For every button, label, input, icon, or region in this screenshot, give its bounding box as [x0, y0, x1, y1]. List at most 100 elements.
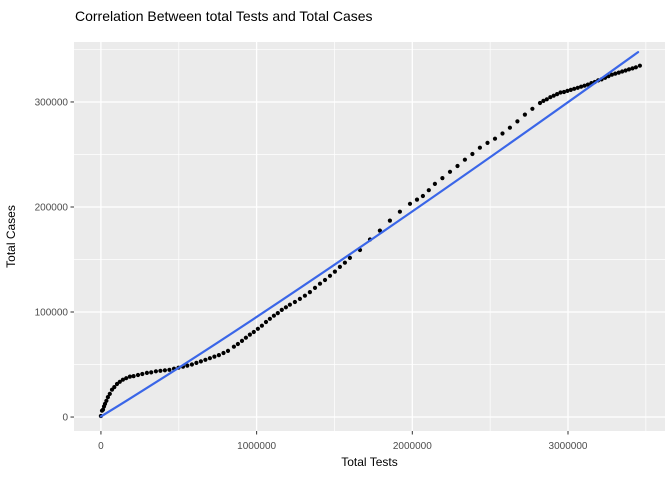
y-tick-label: 0 [62, 413, 68, 424]
data-point [263, 319, 269, 325]
data-point [327, 273, 333, 278]
data-point [239, 338, 245, 343]
data-point [140, 371, 145, 377]
data-point [271, 313, 276, 318]
data-point [492, 136, 498, 141]
data-point [432, 181, 437, 186]
data-point [100, 407, 106, 412]
panel-background [74, 42, 665, 431]
data-point [112, 385, 117, 390]
data-point [212, 354, 217, 359]
data-point [407, 201, 413, 206]
data-point [149, 370, 154, 375]
data-point [420, 193, 425, 199]
data-point [500, 131, 505, 136]
data-point [548, 95, 553, 100]
data-point [347, 255, 352, 260]
data-point [287, 302, 292, 307]
data-point [582, 83, 587, 88]
data-point [279, 307, 284, 312]
data-point [105, 395, 110, 400]
data-point [530, 106, 535, 111]
data-point [414, 197, 420, 202]
data-point [267, 316, 272, 321]
x-tick-label: 2000000 [393, 441, 432, 452]
data-point [207, 356, 212, 361]
data-point [585, 82, 591, 87]
data-point [613, 71, 618, 76]
data-point [561, 89, 567, 95]
data-point [158, 368, 163, 373]
data-point [455, 163, 460, 169]
data-point [104, 398, 109, 403]
plot-title: Correlation Between total Tests and Tota… [75, 8, 373, 24]
data-point [231, 344, 236, 349]
data-point [470, 151, 475, 157]
data-point [144, 370, 149, 375]
data-point [203, 357, 208, 362]
data-point [127, 374, 132, 379]
data-point [221, 350, 226, 356]
data-point [302, 293, 307, 298]
data-point [259, 323, 264, 328]
data-point [447, 169, 453, 174]
data-point [558, 90, 563, 95]
data-point [623, 68, 628, 73]
data-point [609, 72, 615, 77]
data-point [107, 391, 112, 396]
data-point [377, 228, 382, 233]
data-point [637, 63, 643, 68]
y-tick-label: 100000 [35, 308, 69, 319]
data-point [485, 140, 490, 145]
data-point [555, 92, 560, 97]
trend-line [99, 51, 640, 418]
data-point [620, 69, 625, 74]
data-point [579, 84, 584, 89]
data-point [568, 87, 573, 92]
data-point [167, 367, 172, 372]
data-point [537, 100, 543, 106]
data-point [575, 85, 580, 90]
data-point [462, 157, 467, 162]
data-point [626, 67, 632, 72]
data-point [522, 112, 528, 117]
x-tick-label: 1000000 [237, 441, 276, 452]
data-point [515, 119, 520, 124]
data-point [297, 296, 302, 301]
plot-panel: 0 1000000 2000000 3000000 0 100000 200000 30000… [35, 42, 665, 452]
data-point [322, 277, 328, 283]
data-point [544, 97, 549, 102]
data-point [216, 353, 221, 358]
data-point [630, 66, 635, 71]
data-point [120, 377, 125, 382]
data-point [440, 176, 445, 181]
x-axis-title: Total Tests [341, 455, 397, 469]
data-point [189, 362, 194, 367]
data-point [135, 372, 141, 378]
y-axis-title: Total Cases [4, 205, 18, 268]
data-point [616, 70, 621, 75]
x-tick-label: 0 [98, 441, 104, 452]
data-point [255, 326, 260, 331]
data-point [194, 360, 199, 365]
y-tick-label: 300000 [35, 97, 69, 108]
data-point [317, 281, 323, 286]
data-point [337, 264, 342, 269]
data-point [312, 285, 318, 290]
data-point [292, 299, 297, 305]
data-point [507, 125, 512, 130]
data-point [342, 260, 347, 265]
data-point [251, 329, 256, 335]
data-point [235, 341, 240, 347]
data-point [387, 218, 392, 223]
data-point [426, 188, 431, 193]
data-point [541, 98, 546, 103]
data-point [283, 305, 288, 310]
x-tick-label: 3000000 [549, 441, 588, 452]
data-point [633, 65, 639, 70]
data-point [247, 332, 252, 337]
y-tick-label: 200000 [35, 202, 69, 213]
data-point [117, 379, 122, 384]
data-point [124, 376, 129, 381]
